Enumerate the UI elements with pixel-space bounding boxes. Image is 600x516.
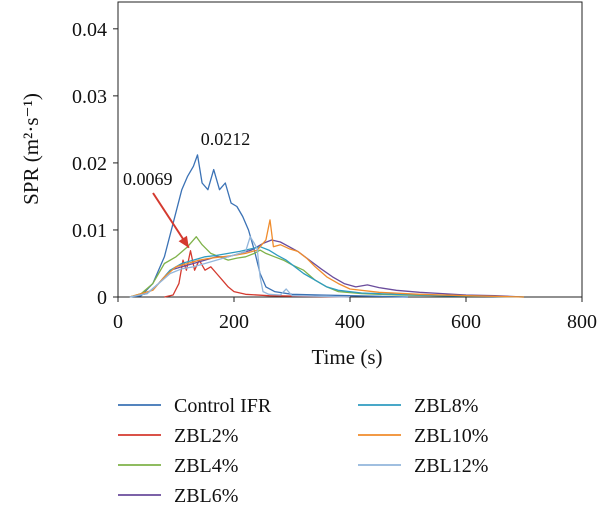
x-tick-label: 800 <box>567 311 597 333</box>
y-axis-label: SPR (m²·s⁻¹) <box>19 93 43 205</box>
legend-label-control-ifr: Control IFR <box>174 395 272 417</box>
series-line-zbl4pct <box>129 236 525 298</box>
x-axis-label: Time (s) <box>312 345 383 369</box>
peak-value-label-zbl2: 0.0069 <box>123 169 173 189</box>
legend-label-zbl6pct: ZBL6% <box>174 485 238 507</box>
x-tick-label: 0 <box>113 311 123 333</box>
legend: Control IFR ZBL2% ZBL4% ZBL6% ZBL8% ZBL10% ZBL… <box>118 395 488 507</box>
series-line-zbl12pct <box>129 236 351 298</box>
series-line-control-ifr <box>129 154 409 298</box>
y-tick-label: 0.01 <box>72 220 107 242</box>
x-tick-label: 600 <box>451 311 481 333</box>
series-layer <box>129 154 525 298</box>
y-axis-ticks: 0 0.01 0.02 0.03 0.04 <box>72 19 118 309</box>
legend-label-zbl8pct: ZBL8% <box>414 395 478 417</box>
series-line-zbl2pct <box>164 250 351 298</box>
y-tick-label: 0 <box>97 287 107 309</box>
legend-label-zbl4pct: ZBL4% <box>174 455 238 477</box>
legend-label-zbl10pct: ZBL10% <box>414 425 488 447</box>
annotation-arrow-head <box>178 235 189 248</box>
x-axis-ticks: 0 200 400 600 800 <box>113 297 597 333</box>
series-line-zbl6pct <box>129 239 525 298</box>
plot-area-border <box>117 1 583 298</box>
series-line-zbl10pct <box>129 219 525 298</box>
y-tick-label: 0.04 <box>72 19 107 41</box>
series-line-zbl8pct <box>129 246 525 298</box>
x-tick-label: 200 <box>219 311 249 333</box>
peak-value-label-control: 0.0212 <box>201 129 251 149</box>
plot-frame <box>117 1 583 298</box>
annotations: 0.0212 0.0069 <box>123 129 251 249</box>
y-tick-label: 0.02 <box>72 153 107 175</box>
legend-label-zbl12pct: ZBL12% <box>414 455 488 477</box>
y-tick-label: 0.03 <box>72 86 107 108</box>
x-tick-label: 400 <box>335 311 365 333</box>
legend-label-zbl2pct: ZBL2% <box>174 425 238 447</box>
